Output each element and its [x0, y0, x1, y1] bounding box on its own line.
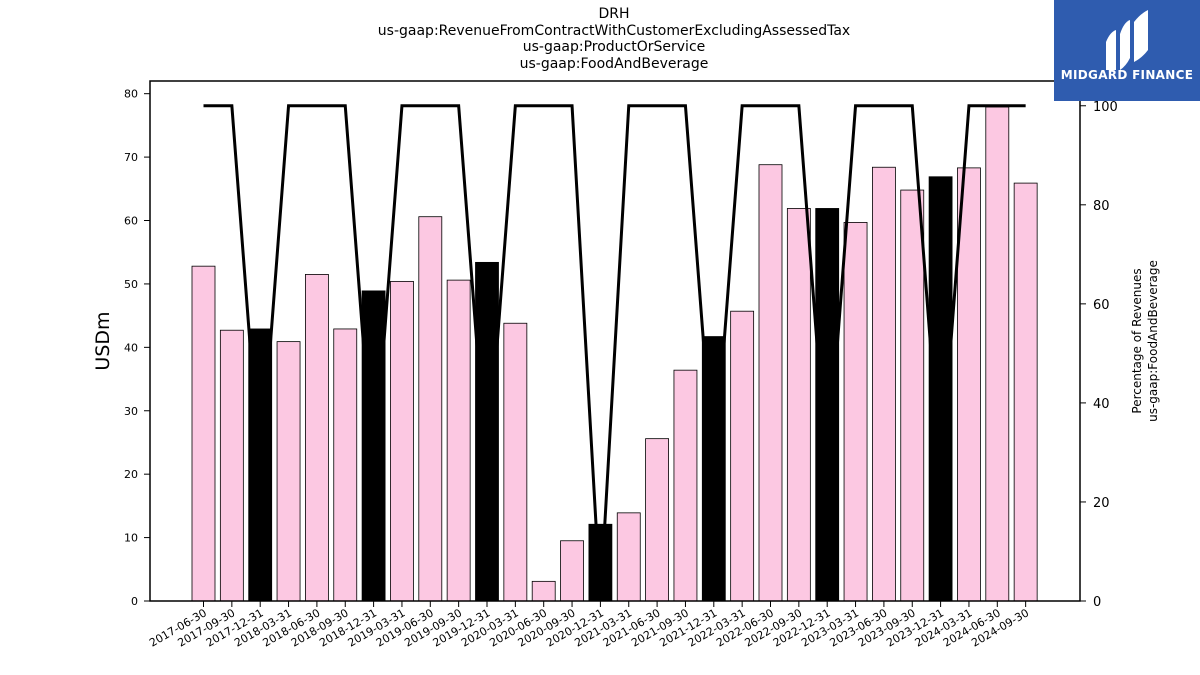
bar — [503, 322, 528, 602]
y2-axis-label-line-2: us-gaap:FoodAndBeverage — [1146, 260, 1160, 422]
y2-axis-label-line-1: Percentage of Revenues — [1130, 268, 1144, 413]
bar — [730, 310, 755, 602]
y2-tick-label: 0 — [1093, 595, 1101, 610]
percentage-line — [203, 104, 1026, 602]
y-tick-label: 50 — [124, 278, 138, 291]
title-line-3: us-gaap:ProductOrService — [522, 39, 706, 55]
y2-tick-label: 80 — [1093, 199, 1110, 214]
bar — [786, 208, 811, 602]
bar — [276, 341, 301, 602]
y-tick-label: 80 — [124, 88, 138, 101]
logo-mark-icon — [1106, 10, 1148, 70]
y-tick-label: 10 — [124, 532, 138, 545]
y-tick-label: 40 — [124, 341, 138, 354]
bar — [872, 166, 896, 602]
title-line-2: us-gaap:RevenueFromContractWithCustomerE… — [377, 22, 851, 39]
y-tick-label: 20 — [124, 468, 138, 481]
bar — [985, 106, 1010, 602]
y2-tick-label: 40 — [1093, 397, 1110, 412]
bar — [418, 216, 443, 602]
bar — [191, 265, 216, 602]
bar — [758, 164, 783, 602]
y-tick-label: 60 — [124, 215, 138, 228]
bar — [645, 438, 669, 602]
bar — [333, 328, 358, 602]
bar — [390, 280, 414, 602]
logo: MIDGARD FINANCE — [1054, 0, 1200, 101]
title-line-1: DRH — [598, 6, 630, 22]
y-tick-label: 30 — [124, 405, 138, 418]
y2-tick-label: 60 — [1093, 298, 1110, 313]
bar — [531, 580, 556, 602]
bar — [815, 208, 840, 602]
bar — [843, 222, 868, 602]
y-tick-label: 70 — [124, 151, 138, 164]
y2-tick-label: 100 — [1093, 100, 1118, 115]
bar — [616, 512, 641, 602]
bar — [475, 261, 499, 602]
plot-frame — [149, 80, 1081, 602]
title-line-4: us-gaap:FoodAndBeverage — [519, 55, 709, 72]
bar — [900, 189, 925, 602]
bar — [219, 329, 244, 602]
chart-title: DRH us-gaap:RevenueFromContractWithCusto… — [314, 6, 914, 72]
bar — [560, 540, 584, 602]
bar — [673, 369, 698, 602]
bar — [1013, 182, 1038, 602]
logo-text: MIDGARD FINANCE — [1060, 68, 1194, 82]
bar — [957, 167, 981, 602]
y-axis-label: USDm — [92, 311, 114, 370]
y-tick-label: 0 — [131, 595, 138, 608]
y2-tick-label: 20 — [1093, 496, 1110, 511]
bar — [304, 274, 329, 602]
bar — [446, 279, 471, 602]
bar — [361, 290, 386, 602]
